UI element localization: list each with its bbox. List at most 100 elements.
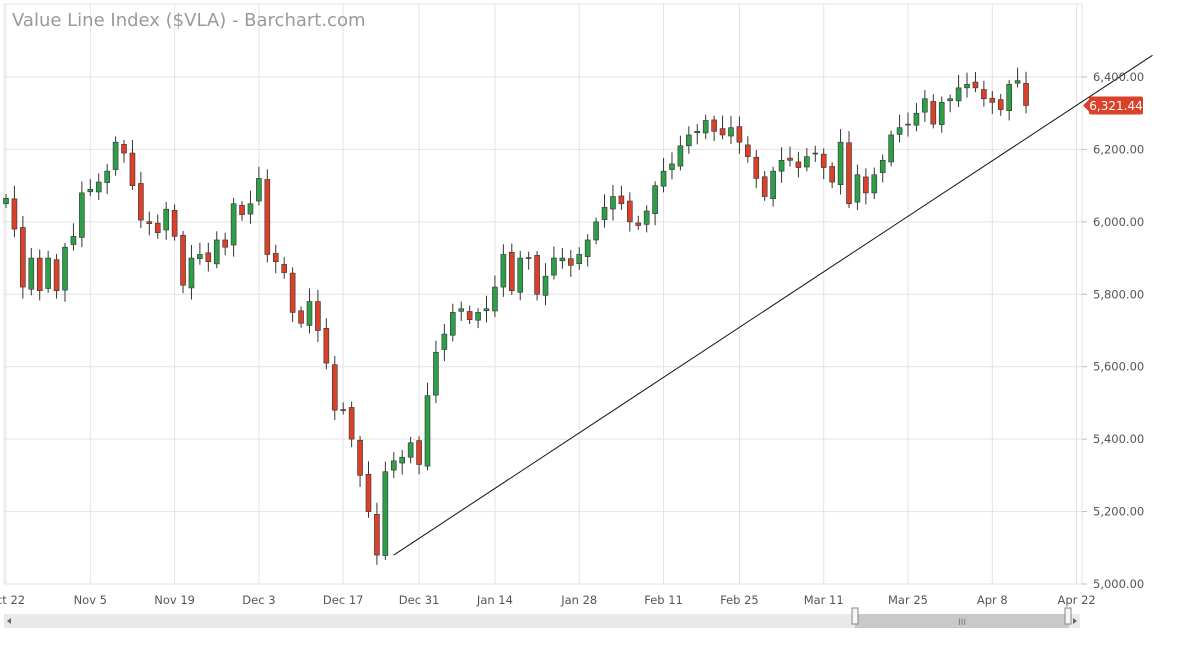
candle-body — [180, 234, 186, 286]
candle-body — [930, 101, 937, 125]
x-tick-label: Feb 11 — [644, 593, 683, 607]
scroll-handle-right[interactable] — [1064, 607, 1072, 625]
candle-body — [745, 144, 751, 157]
candle-body — [79, 192, 85, 238]
candle-body — [62, 246, 68, 291]
candle-body — [374, 513, 380, 556]
candle-body — [888, 134, 894, 163]
candle-body — [753, 156, 760, 179]
candles — [3, 67, 1029, 565]
y-tick-label: 5,600.00 — [1093, 360, 1144, 374]
candle-body — [365, 473, 372, 512]
price-badge-label: 6,321.44 — [1089, 99, 1142, 113]
candle-body — [812, 152, 819, 155]
candle-body — [652, 185, 658, 215]
scroll-handle-left[interactable] — [851, 607, 859, 625]
scroll-left-arrow-icon[interactable] — [7, 618, 11, 624]
candle-body — [272, 253, 279, 262]
y-tick-label: 6,200.00 — [1093, 142, 1144, 156]
candle-body — [846, 142, 852, 205]
trendline-segment — [393, 54, 1153, 556]
candle-body — [525, 257, 532, 259]
candle-body — [458, 308, 465, 312]
candle-body — [610, 196, 616, 210]
y-tick-label: 5,200.00 — [1093, 505, 1144, 519]
trendline — [393, 54, 1153, 556]
candle-body — [129, 152, 136, 186]
candle-body — [686, 134, 692, 147]
candle-body — [938, 102, 945, 125]
candle-body — [264, 179, 271, 255]
candle-body — [905, 123, 911, 126]
scrollbar-thumb[interactable] — [855, 614, 1069, 628]
candle-body — [247, 203, 254, 215]
y-tick-label: 5,800.00 — [1093, 287, 1144, 301]
x-tick-label: Mar 11 — [804, 593, 844, 607]
time-scrollbar[interactable]: III — [4, 607, 1080, 628]
candle-body — [138, 183, 144, 221]
x-tick-label: Nov 5 — [74, 593, 107, 607]
candle-body — [989, 97, 996, 103]
candle-body — [45, 257, 51, 289]
candle-body — [188, 257, 195, 289]
candle-body — [964, 83, 970, 89]
candle-body — [449, 312, 456, 336]
candle-body — [922, 98, 928, 113]
scroll-right-arrow-icon[interactable] — [1073, 618, 1077, 624]
candle-body — [947, 98, 953, 102]
candle-body — [736, 126, 743, 143]
candle-body — [584, 239, 591, 257]
candle-body — [795, 161, 802, 168]
candle-body — [492, 286, 498, 312]
candle-body — [669, 163, 675, 170]
candle-body — [424, 395, 431, 467]
candle-body — [11, 198, 18, 230]
price-badge — [1089, 96, 1143, 115]
candle-body — [576, 254, 583, 264]
candle-body — [256, 178, 262, 202]
candle-body — [197, 254, 203, 259]
y-tick-label: 5,400.00 — [1093, 432, 1144, 446]
candle-body — [399, 456, 406, 464]
candle-body — [804, 156, 810, 168]
candle-body — [230, 203, 237, 246]
candle-body — [87, 188, 94, 193]
candle-body — [677, 145, 684, 167]
candle-body — [829, 166, 835, 183]
candle-body — [1006, 83, 1012, 111]
candle-body — [837, 141, 844, 186]
price-badge-pointer — [1083, 99, 1089, 112]
candle-body — [711, 119, 717, 132]
candle-body — [770, 170, 776, 199]
x-tick-label: Dec 31 — [399, 593, 440, 607]
candle-body — [551, 257, 557, 276]
candle-body — [972, 81, 979, 89]
candle-body — [635, 222, 642, 226]
candle-body — [871, 174, 878, 194]
candle-body — [104, 170, 110, 183]
chart-title: Value Line Index ($VLA) - Barchart.com — [12, 10, 366, 31]
candle-body — [660, 170, 667, 187]
candle-body — [323, 328, 330, 364]
x-tick-label: Apr 22 — [1058, 593, 1096, 607]
candle-body — [475, 312, 481, 321]
candle-body — [36, 257, 43, 291]
scrollbar-track[interactable] — [4, 614, 1080, 628]
candle-body — [896, 127, 903, 135]
candle-body — [121, 144, 127, 154]
candle-body — [171, 209, 178, 237]
candle-body — [787, 157, 793, 161]
candle-body — [761, 176, 768, 197]
candle-body — [239, 205, 245, 215]
candle-body — [1023, 83, 1029, 106]
candle-body — [854, 174, 861, 203]
candle-body — [913, 112, 920, 126]
scroll-handle-grip-icon: III — [958, 618, 966, 628]
candle-body — [627, 200, 633, 223]
y-tick-label: 5,000.00 — [1093, 577, 1144, 591]
candle-body — [728, 127, 734, 137]
candle-body — [348, 407, 355, 440]
candle-body — [466, 311, 473, 320]
candle-body — [53, 259, 60, 291]
